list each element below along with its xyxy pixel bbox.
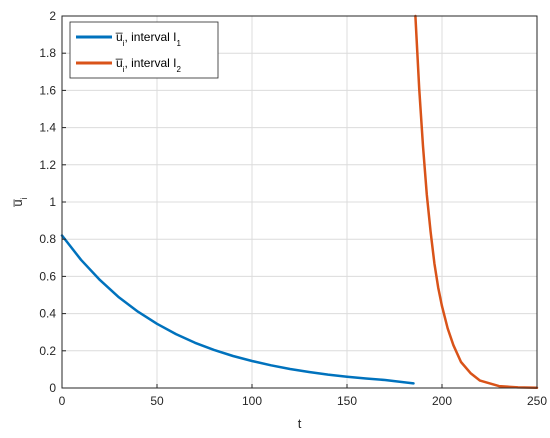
x-tick-label: 250 xyxy=(527,394,547,408)
x-tick-label: 200 xyxy=(432,394,452,408)
y-tick-label: 0.6 xyxy=(39,269,56,283)
x-axis-title: t xyxy=(298,416,302,431)
y-tick-label: 0 xyxy=(49,381,56,395)
axis-ticks: 0 50 100 150 200 250 0 0.2 0.4 0.6 0.8 1 1.2 1.4 1.6 1.… xyxy=(39,9,547,408)
y-tick-label: 2 xyxy=(49,9,56,23)
x-tick-label: 50 xyxy=(150,394,164,408)
y-tick-label: 0.2 xyxy=(39,344,56,358)
y-tick-label: 1.6 xyxy=(39,83,56,97)
y-tick-label: 1.2 xyxy=(39,158,56,172)
series-layer xyxy=(60,14,539,390)
series-line-1 xyxy=(60,234,415,385)
y-axis-title-group: u̅i xyxy=(10,197,29,207)
x-tick-label: 150 xyxy=(337,394,357,408)
y-tick-label: 1.4 xyxy=(39,121,56,135)
y-tick-label: 0.4 xyxy=(39,307,56,321)
x-tick-label: 0 xyxy=(59,394,66,408)
legend-label-1: u̅i, interval I1 xyxy=(115,30,181,48)
legend: u̅i, interval I1 u̅i, interval I2 xyxy=(69,21,219,79)
y-axis-title: u̅i xyxy=(10,197,29,207)
x-tick-label: 100 xyxy=(242,394,262,408)
y-tick-label: 1.8 xyxy=(39,46,56,60)
y-tick-label: 1 xyxy=(49,195,56,209)
y-tick-label: 0.8 xyxy=(39,232,56,246)
legend-box xyxy=(69,21,219,79)
legend-label-2: u̅i, interval I2 xyxy=(115,56,181,74)
series-line-2 xyxy=(414,14,539,390)
